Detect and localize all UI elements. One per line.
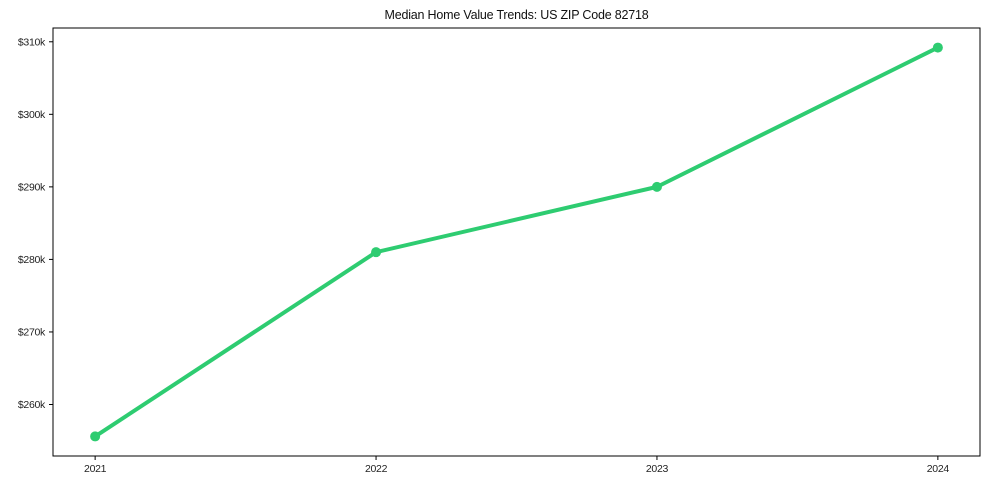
data-point-marker	[90, 431, 101, 442]
data-point-marker	[371, 247, 382, 258]
y-axis-tick-label: $280k	[18, 254, 46, 266]
data-point-marker	[651, 181, 662, 192]
x-axis-tick-label: 2021	[84, 463, 107, 475]
data-point-marker	[932, 42, 943, 53]
y-axis-tick-label: $310k	[18, 36, 46, 48]
x-axis-tick-label: 2022	[365, 463, 388, 475]
chart-title: Median Home Value Trends: US ZIP Code 82…	[384, 8, 649, 22]
x-axis-tick-label: 2024	[927, 463, 950, 475]
plot-area-border	[52, 27, 981, 457]
y-axis-tick-label: $290k	[18, 181, 46, 193]
y-axis-tick-label: $300k	[18, 109, 46, 121]
x-axis-tick-label: 2023	[646, 463, 669, 475]
y-axis-tick-label: $270k	[18, 326, 46, 338]
line-series	[93, 45, 940, 439]
y-axis-tick-label: $260k	[18, 399, 46, 411]
